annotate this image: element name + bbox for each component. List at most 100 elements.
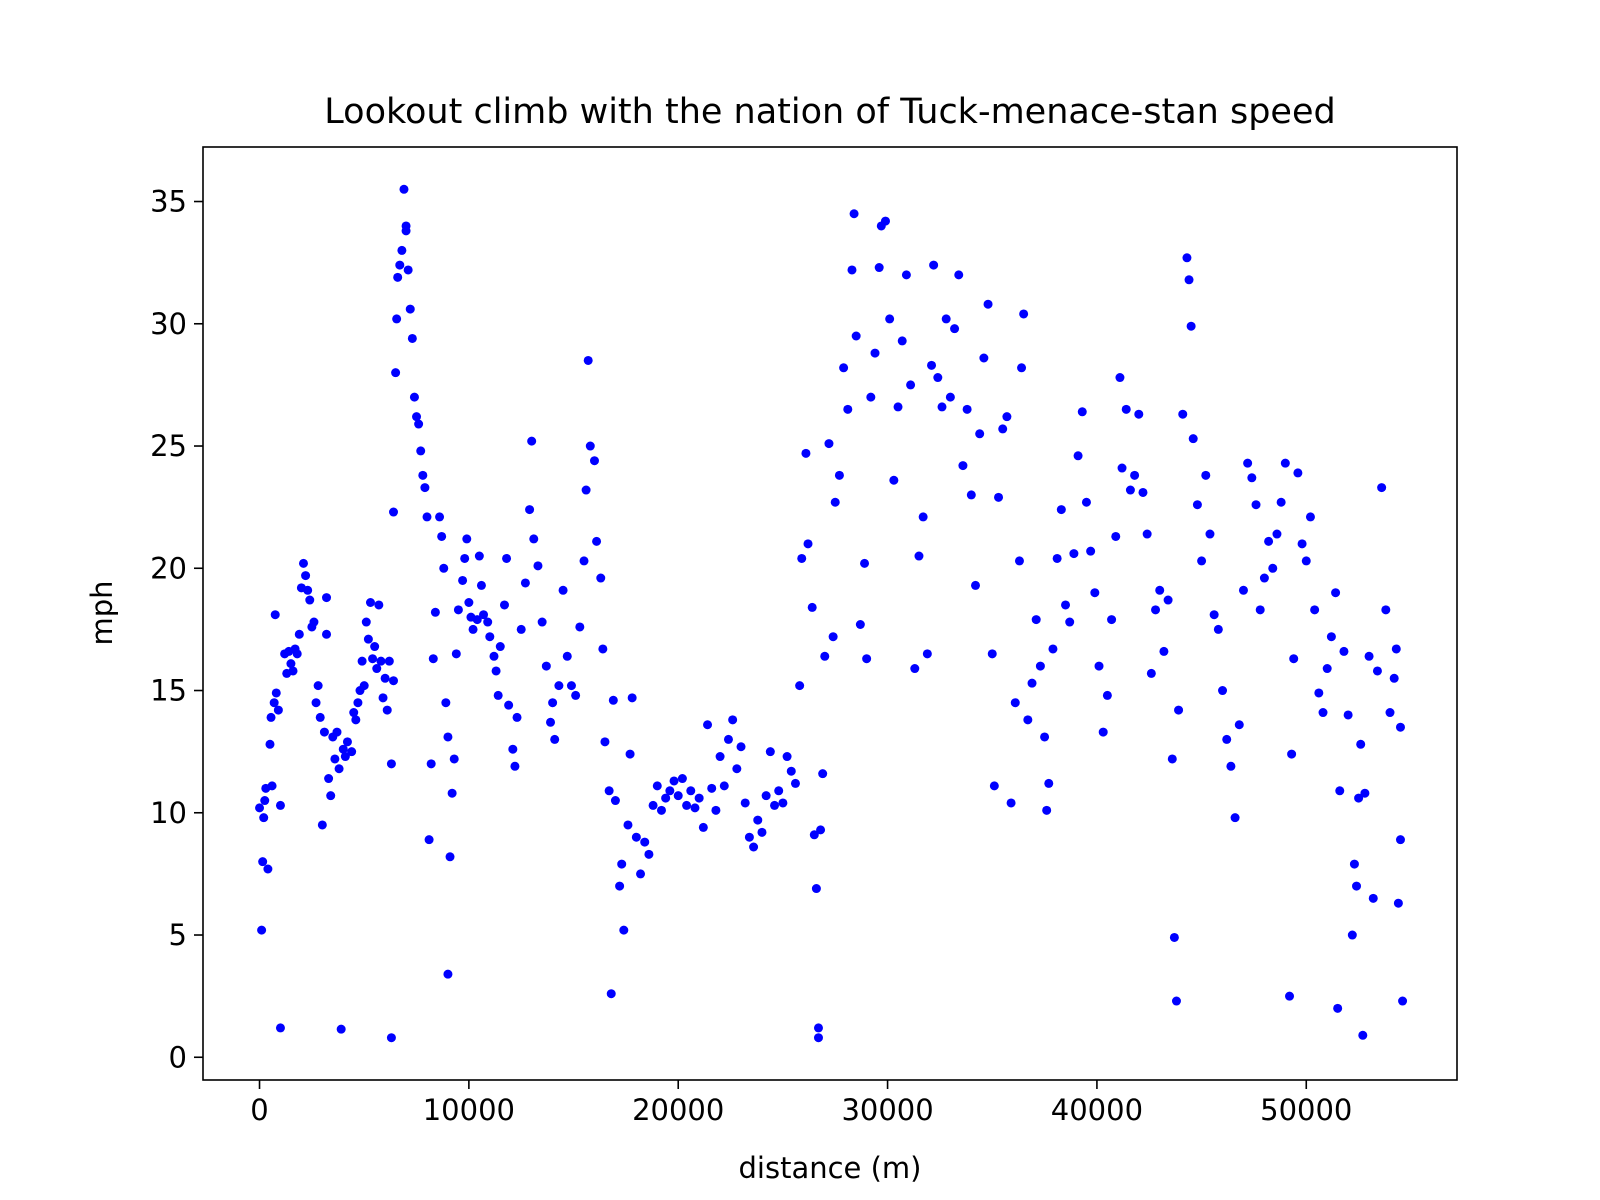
point [1347, 930, 1357, 940]
point [334, 764, 344, 774]
point [374, 600, 384, 610]
point [918, 512, 928, 522]
point [428, 654, 438, 664]
point [1234, 720, 1244, 730]
point [422, 512, 432, 522]
point [1010, 698, 1020, 708]
point [795, 681, 805, 691]
point [426, 759, 436, 769]
point [1377, 483, 1387, 493]
point [1218, 686, 1228, 696]
point [579, 556, 589, 566]
point [405, 304, 415, 314]
point [1305, 512, 1315, 522]
point [962, 404, 972, 414]
y-tick-label: 25 [150, 429, 187, 463]
point [1061, 600, 1071, 610]
point [386, 1033, 396, 1043]
point [529, 534, 539, 544]
point [1264, 536, 1274, 546]
point [430, 607, 440, 617]
point [1142, 529, 1152, 539]
point [983, 299, 993, 309]
point [828, 632, 838, 642]
point [418, 470, 428, 480]
point [273, 705, 283, 715]
point [403, 265, 413, 275]
point [441, 698, 451, 708]
point [774, 786, 784, 796]
point [386, 759, 396, 769]
point [1044, 778, 1054, 788]
point [353, 698, 363, 708]
point [384, 656, 394, 666]
point [1209, 610, 1219, 620]
point [834, 470, 844, 480]
point [1368, 893, 1378, 903]
point [476, 580, 486, 590]
point [562, 651, 572, 661]
point [382, 705, 392, 715]
point [617, 859, 627, 869]
point [604, 786, 614, 796]
point [1073, 451, 1083, 461]
point [305, 595, 315, 605]
point [1393, 898, 1403, 908]
point [527, 436, 537, 446]
point [581, 485, 591, 495]
point [839, 363, 849, 373]
point [1178, 409, 1188, 419]
point [1155, 585, 1165, 595]
y-tick-label: 10 [150, 796, 187, 830]
point [508, 744, 518, 754]
point [288, 666, 298, 676]
point [1251, 500, 1261, 510]
point [420, 483, 430, 493]
point [1385, 708, 1395, 718]
point [1395, 835, 1405, 845]
point [1395, 722, 1405, 732]
point [608, 695, 618, 705]
point [338, 744, 348, 754]
point [820, 651, 830, 661]
point [897, 336, 907, 346]
point [520, 578, 530, 588]
point [749, 842, 759, 852]
point [372, 664, 382, 674]
point [340, 752, 350, 762]
point [786, 766, 796, 776]
point [1391, 644, 1401, 654]
point [598, 644, 608, 654]
point [443, 969, 453, 979]
point [1301, 556, 1311, 566]
point [1174, 705, 1184, 715]
point [1268, 563, 1278, 573]
point [275, 1023, 285, 1033]
point [954, 270, 964, 280]
point [294, 629, 304, 639]
point [265, 739, 275, 749]
point [1197, 556, 1207, 566]
point [1121, 404, 1131, 414]
point [451, 649, 461, 659]
point [1280, 458, 1290, 468]
point [548, 698, 558, 708]
point [950, 324, 960, 334]
point [267, 781, 277, 791]
point [1098, 727, 1108, 737]
point [640, 837, 650, 847]
point [619, 925, 629, 935]
point [1019, 309, 1029, 319]
point [703, 720, 713, 730]
point [682, 800, 692, 810]
point [941, 314, 951, 324]
point [1171, 996, 1181, 1006]
point [975, 429, 985, 439]
point [363, 634, 373, 644]
y-tick-label: 20 [150, 551, 187, 585]
point [546, 717, 556, 727]
point [927, 360, 937, 370]
point [1117, 463, 1127, 473]
point [1238, 585, 1248, 595]
